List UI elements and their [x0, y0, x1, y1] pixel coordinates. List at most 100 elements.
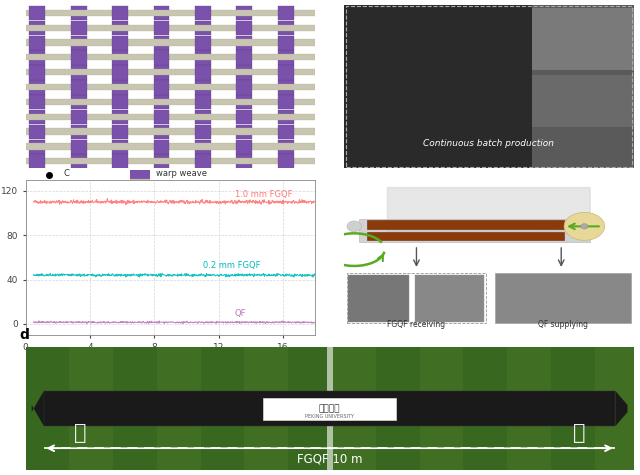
Bar: [113, 347, 157, 470]
Text: 1.0 mm FGQF: 1.0 mm FGQF: [235, 190, 292, 199]
Bar: [154, 80, 170, 95]
Bar: [26, 128, 315, 135]
Text: N: N: [63, 180, 70, 189]
Bar: [236, 21, 252, 35]
Text: warp weave: warp weave: [156, 169, 207, 178]
Bar: [154, 95, 170, 109]
Bar: [112, 36, 128, 50]
Bar: [319, 140, 335, 154]
Bar: [278, 21, 294, 35]
Bar: [29, 65, 45, 80]
Bar: [29, 6, 45, 20]
Bar: [288, 347, 332, 470]
Bar: [130, 170, 150, 179]
Bar: [26, 143, 315, 150]
Bar: [112, 21, 128, 35]
Ellipse shape: [347, 221, 362, 232]
Bar: [154, 140, 170, 154]
Bar: [154, 154, 170, 169]
Polygon shape: [32, 391, 44, 426]
Bar: [195, 21, 211, 35]
Bar: [319, 110, 335, 124]
Bar: [236, 36, 252, 50]
Bar: [195, 6, 211, 20]
Bar: [29, 50, 45, 65]
Bar: [415, 276, 484, 322]
Bar: [236, 95, 252, 109]
Bar: [26, 158, 315, 164]
Bar: [154, 36, 170, 50]
Bar: [532, 75, 634, 127]
Bar: [319, 65, 335, 80]
Bar: [278, 80, 294, 95]
Bar: [154, 110, 170, 124]
Bar: [367, 232, 564, 240]
Bar: [112, 125, 128, 139]
Bar: [195, 80, 211, 95]
Bar: [29, 140, 45, 154]
Bar: [154, 125, 170, 139]
Bar: [507, 347, 551, 470]
Bar: [112, 80, 128, 95]
Bar: [376, 347, 420, 470]
Bar: [358, 218, 590, 242]
Bar: [71, 140, 86, 154]
Bar: [71, 65, 86, 80]
Bar: [319, 80, 335, 95]
Bar: [463, 347, 507, 470]
Ellipse shape: [564, 212, 605, 240]
Bar: [29, 95, 45, 109]
Bar: [71, 95, 86, 109]
Text: QF supplying: QF supplying: [538, 320, 588, 329]
Bar: [347, 273, 486, 323]
Bar: [71, 21, 86, 35]
Bar: [71, 6, 86, 20]
Bar: [26, 39, 315, 46]
Bar: [236, 50, 252, 65]
Bar: [278, 110, 294, 124]
Bar: [195, 140, 211, 154]
Bar: [319, 21, 335, 35]
Text: 北京大学: 北京大学: [319, 404, 340, 413]
Text: C: C: [63, 169, 69, 178]
Bar: [112, 50, 128, 65]
Bar: [26, 54, 315, 60]
Bar: [278, 125, 294, 139]
Bar: [112, 95, 128, 109]
Text: PEKING UNIVERSITY: PEKING UNIVERSITY: [305, 414, 354, 418]
Bar: [278, 140, 294, 154]
Bar: [595, 347, 639, 470]
Bar: [26, 114, 315, 120]
Bar: [154, 6, 170, 20]
Bar: [69, 347, 113, 470]
Bar: [278, 36, 294, 50]
Bar: [278, 50, 294, 65]
Text: weft weave: weft weave: [156, 180, 204, 189]
Text: FGQF 10 m: FGQF 10 m: [297, 453, 362, 465]
Polygon shape: [387, 188, 590, 239]
Bar: [236, 80, 252, 95]
Text: d: d: [20, 328, 29, 342]
Bar: [319, 154, 335, 169]
Bar: [154, 21, 170, 35]
Text: 🧍: 🧍: [573, 423, 585, 443]
Bar: [112, 154, 128, 169]
Bar: [112, 65, 128, 80]
Bar: [495, 273, 630, 323]
Bar: [71, 110, 86, 124]
Bar: [29, 21, 45, 35]
Bar: [319, 6, 335, 20]
Bar: [29, 36, 45, 50]
X-axis label: Frequence (GHz): Frequence (GHz): [130, 354, 211, 364]
Bar: [112, 6, 128, 20]
Bar: [236, 65, 252, 80]
Bar: [278, 6, 294, 20]
Bar: [236, 154, 252, 169]
Bar: [263, 398, 397, 419]
Bar: [71, 125, 86, 139]
Bar: [201, 347, 244, 470]
Text: b: b: [339, 0, 348, 3]
Bar: [112, 140, 128, 154]
Bar: [319, 36, 335, 50]
Bar: [154, 50, 170, 65]
